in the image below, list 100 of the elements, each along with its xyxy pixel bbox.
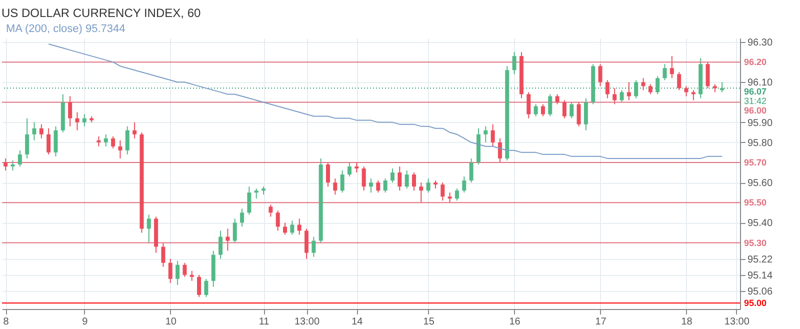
chart-title: US DOLLAR CURRENCY INDEX, 60 [2,6,201,20]
candlestick [182,262,187,278]
candlestick [304,228,309,260]
candlestick [190,270,194,282]
candlestick [440,182,445,202]
y-tick-label: 95.06 [748,286,773,298]
candlestick [354,162,359,173]
candlestick [125,126,130,155]
candlestick [104,134,108,147]
ref-line-label: 95.70 [744,157,767,168]
candlestick [469,158,474,184]
candlestick [218,230,223,260]
y-tick-label: 95.22 [748,254,773,266]
candlestick [10,160,15,171]
candlestick [598,64,602,87]
candlestick [75,112,80,131]
candlestick [419,182,424,204]
ref-line-label: 96.07 [744,86,767,97]
candlestick [605,80,610,99]
candlestick [4,158,8,171]
candlestick [232,218,237,244]
candlestick [161,242,166,268]
x-tick-label: 16 [509,316,521,328]
candlestick [168,258,172,284]
candlestick [276,210,280,232]
candlestick [656,76,660,95]
y-tick-label: 96.10 [748,78,773,89]
text: MA (200, close) 95.7344 [6,23,126,35]
candlestick [46,128,51,155]
candlestick [118,140,122,159]
candlestick [426,178,430,194]
y-tick-label: 95.40 [748,218,773,230]
candlestick [268,204,273,218]
candlestick [96,136,101,147]
candlestick [648,84,652,95]
ref-line-label: 96.00 [744,106,767,116]
candlestick [340,170,344,194]
candlestick [562,100,566,119]
candlestick [670,56,674,79]
x-tick-label: 8 [3,316,10,328]
x-tick-label: 11 [258,316,270,328]
candlestick [297,218,302,236]
candlestick [18,150,22,167]
candlestick [348,162,352,178]
x-tick-label: 15 [423,316,435,328]
ref-line-label: 95.50 [744,198,767,208]
y-tick-label: 96.30 [748,38,773,49]
candlestick [68,96,72,127]
candlestick [333,178,338,196]
candlestick [534,104,538,117]
candlestick [197,274,202,298]
candlestick [254,188,258,200]
candlestick [54,126,58,157]
candlestick [684,86,688,97]
candlestick [25,118,30,159]
candlestick [398,166,402,192]
ref-line-label: 95.30 [744,238,767,248]
candlestick [454,188,459,202]
y-tick-label: 95.14 [748,270,773,282]
candlestick [548,94,552,117]
y-tick-label: 95.90 [748,118,773,129]
candlestick [312,236,316,258]
candlestick [290,220,294,236]
candlestick [677,72,682,91]
candlestick [247,186,252,216]
candlestick [462,176,466,194]
candlestick [484,126,488,143]
x-tick-label: 9 [82,316,88,328]
y-tick-label: 95.60 [748,178,773,190]
candlestick [132,122,137,139]
candlestick [390,168,394,184]
x-tick-label: 13:00 [724,316,750,328]
candlestick [362,166,366,192]
candlestick [404,170,409,190]
x-tick-label: 13:00 [294,316,320,328]
candlestick [326,162,330,188]
candlestick [512,52,516,75]
candlestick [691,90,696,101]
candlestick [612,88,617,105]
candlestick [376,180,380,194]
candlestick [706,62,710,89]
candlestick [39,124,44,139]
candlestick [555,94,560,105]
candlestick [620,90,624,103]
y-tick-label: 95.80 [748,138,773,149]
candlestick [32,122,36,141]
x-tick-label: 17 [595,316,607,328]
candlestick [111,136,116,149]
candlestick [662,64,667,81]
candlestick [226,228,230,252]
candlestick [540,104,545,117]
ref-line-label: 96.20 [744,57,767,68]
candlestick [626,82,631,101]
candlestick [146,214,151,244]
x-tick-label: 14 [352,316,364,328]
x-tick-label: 18 [681,316,693,328]
line-series [48,44,723,159]
candlestick [283,222,288,236]
candlestick [369,178,373,194]
candlestick [204,278,208,298]
